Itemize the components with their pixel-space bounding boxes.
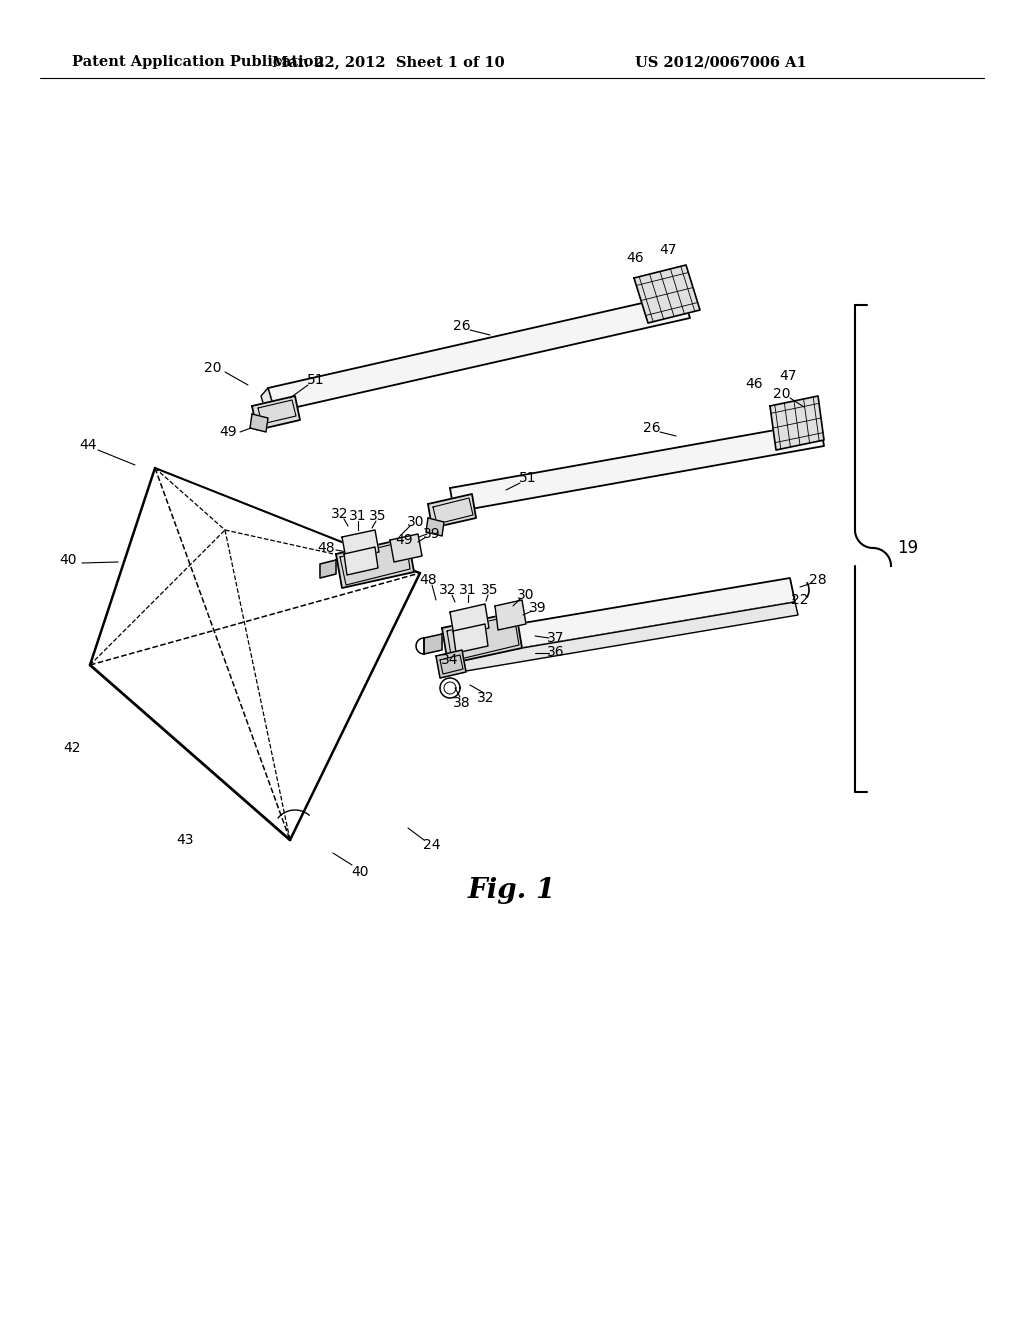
Text: 20: 20 bbox=[204, 360, 222, 375]
Text: 39: 39 bbox=[423, 527, 440, 541]
Text: 48: 48 bbox=[317, 541, 335, 554]
Polygon shape bbox=[344, 546, 378, 576]
Polygon shape bbox=[390, 535, 422, 562]
Text: 44: 44 bbox=[79, 438, 96, 451]
Text: 46: 46 bbox=[745, 378, 763, 391]
Text: 43: 43 bbox=[176, 833, 194, 847]
Polygon shape bbox=[453, 624, 488, 653]
Text: 26: 26 bbox=[643, 421, 660, 436]
Text: 51: 51 bbox=[519, 471, 537, 484]
Text: 47: 47 bbox=[659, 243, 677, 257]
Text: 32: 32 bbox=[439, 583, 457, 597]
Polygon shape bbox=[342, 531, 379, 558]
Text: Patent Application Publication: Patent Application Publication bbox=[72, 55, 324, 69]
Polygon shape bbox=[336, 539, 414, 587]
Text: 39: 39 bbox=[529, 601, 547, 615]
Polygon shape bbox=[252, 396, 300, 430]
Polygon shape bbox=[770, 396, 824, 450]
Text: 42: 42 bbox=[63, 741, 81, 755]
Polygon shape bbox=[250, 414, 268, 432]
Text: 31: 31 bbox=[349, 510, 367, 523]
Text: 37: 37 bbox=[547, 631, 565, 645]
Text: 40: 40 bbox=[59, 553, 77, 568]
Text: 51: 51 bbox=[307, 374, 325, 387]
Text: 22: 22 bbox=[792, 593, 809, 607]
Polygon shape bbox=[268, 294, 690, 412]
Polygon shape bbox=[319, 560, 336, 578]
Polygon shape bbox=[495, 601, 526, 630]
Text: 28: 28 bbox=[809, 573, 826, 587]
Text: 30: 30 bbox=[517, 587, 535, 602]
Polygon shape bbox=[463, 602, 798, 671]
Text: 35: 35 bbox=[481, 583, 499, 597]
Text: 46: 46 bbox=[627, 251, 644, 265]
Text: 47: 47 bbox=[779, 370, 797, 383]
Polygon shape bbox=[442, 612, 522, 664]
Text: 31: 31 bbox=[459, 583, 477, 597]
Text: 32: 32 bbox=[477, 690, 495, 705]
Polygon shape bbox=[436, 649, 466, 678]
Text: 24: 24 bbox=[423, 838, 440, 851]
Text: 34: 34 bbox=[441, 653, 459, 667]
Text: 48: 48 bbox=[419, 573, 437, 587]
Polygon shape bbox=[428, 494, 476, 528]
Polygon shape bbox=[634, 265, 700, 323]
Polygon shape bbox=[261, 388, 275, 420]
Text: US 2012/0067006 A1: US 2012/0067006 A1 bbox=[635, 55, 807, 69]
Polygon shape bbox=[453, 634, 463, 664]
Text: 49: 49 bbox=[219, 425, 237, 440]
Polygon shape bbox=[426, 517, 444, 536]
Text: 32: 32 bbox=[331, 507, 349, 521]
Polygon shape bbox=[424, 634, 442, 653]
Text: 30: 30 bbox=[408, 515, 425, 529]
Text: Mar. 22, 2012  Sheet 1 of 10: Mar. 22, 2012 Sheet 1 of 10 bbox=[271, 55, 504, 69]
Polygon shape bbox=[450, 605, 489, 636]
Text: 49: 49 bbox=[395, 533, 413, 546]
Polygon shape bbox=[458, 578, 795, 657]
Text: 38: 38 bbox=[454, 696, 471, 710]
Text: 19: 19 bbox=[897, 539, 919, 557]
Text: 20: 20 bbox=[773, 387, 791, 401]
Text: 40: 40 bbox=[351, 865, 369, 879]
Polygon shape bbox=[450, 422, 824, 512]
Text: 36: 36 bbox=[547, 645, 565, 659]
Text: 26: 26 bbox=[454, 319, 471, 333]
Text: Fig. 1: Fig. 1 bbox=[468, 876, 556, 903]
Text: 35: 35 bbox=[370, 510, 387, 523]
